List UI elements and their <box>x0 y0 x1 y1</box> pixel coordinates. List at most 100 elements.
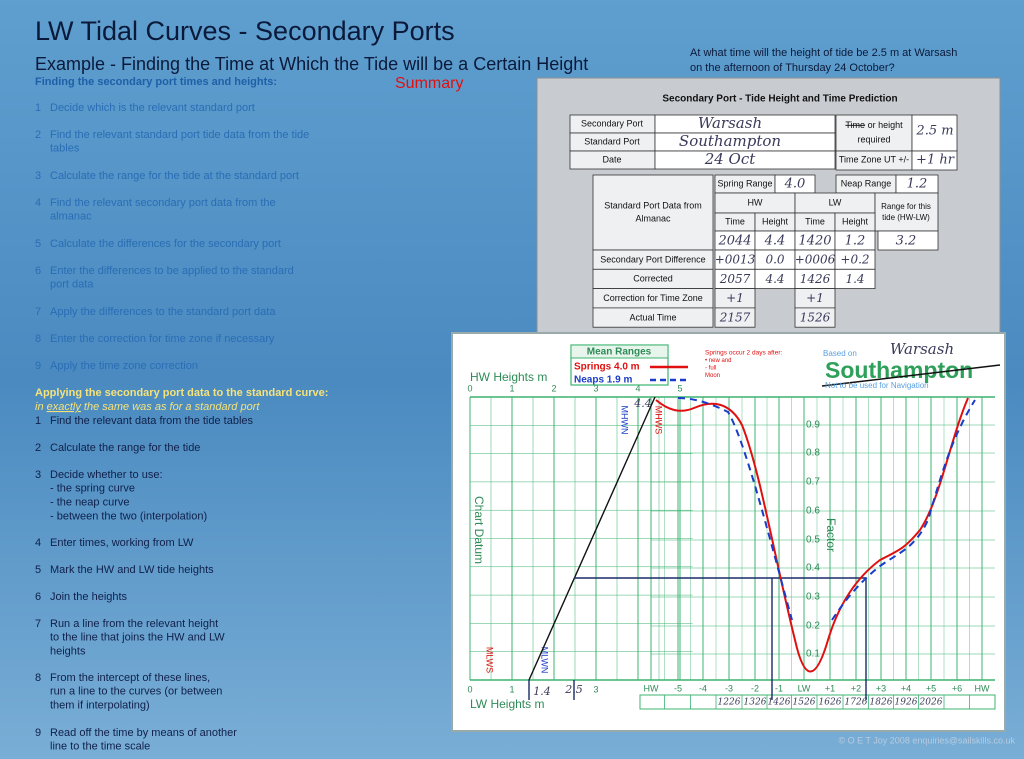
question: At what time will the height of tide be … <box>690 47 957 59</box>
springs-note: Springs occur 2 days after: <box>705 350 783 357</box>
hour-label: +4 <box>901 683 911 693</box>
tick-label: 0 <box>467 684 472 694</box>
steps-heading: Finding the secondary port times and hei… <box>35 76 277 88</box>
curve-steps-heading: Applying the secondary port data to the … <box>35 387 328 399</box>
form-label: Spring Range <box>717 178 772 188</box>
handwritten-mark: 4.4 <box>633 397 652 410</box>
step-number: 1 <box>35 415 41 427</box>
factor-label: 0.7 <box>806 477 820 488</box>
note-emphasis: exactly <box>47 401 83 413</box>
form-label: Corrected <box>633 274 673 284</box>
step-text: line to the time scale <box>50 741 150 753</box>
hour-label: -2 <box>751 683 759 693</box>
handwritten-value: 2044 <box>717 234 751 249</box>
handwritten-value: +1 <box>806 291 824 305</box>
form-label: Almanac <box>635 213 671 223</box>
hour-label: HW <box>975 683 990 693</box>
level-label: MHWN <box>620 406 630 435</box>
step-number: 1 <box>35 102 41 114</box>
handwritten-value: +1 hr <box>916 153 955 168</box>
form-label: Time <box>725 216 745 226</box>
form-cell <box>592 174 714 251</box>
tick-label: 5 <box>677 383 682 393</box>
form-label: Correction for Time Zone <box>603 293 703 303</box>
handwritten-value: +0013 <box>715 253 756 267</box>
hour-label: -5 <box>674 683 682 693</box>
step-text: Calculate the range for the tide at the … <box>50 170 299 182</box>
step-number: 9 <box>35 727 41 739</box>
warning: Not to be used for Navigation <box>825 381 929 390</box>
level-label: MLWN <box>540 647 550 674</box>
step-text: Apply the time zone correction <box>50 360 198 372</box>
form-title: Secondary Port - Tide Height and Time Pr… <box>662 94 897 105</box>
step-text: From the intercept of these lines, <box>50 672 210 684</box>
summary: Summary <box>395 75 463 92</box>
factor-label: 0.8 <box>806 448 820 459</box>
axis-label: Chart Datum <box>472 496 486 564</box>
title: LW Tidal Curves - Secondary Ports <box>35 16 455 46</box>
handwritten-value: +1 <box>726 291 744 305</box>
step-text: - between the two (interpolation) <box>50 510 207 522</box>
time-label: 1626 <box>819 698 842 708</box>
springs-note: • new and <box>705 358 731 364</box>
step-number: 2 <box>35 442 41 454</box>
form-cell <box>592 307 714 328</box>
handwritten-value: 1426 <box>800 272 831 286</box>
factor-label: 0.1 <box>806 649 820 660</box>
hour-label: LW <box>798 683 811 693</box>
handwritten-value: 2057 <box>719 272 751 286</box>
form-label: required <box>857 134 890 144</box>
factor-label: 0.4 <box>806 563 820 574</box>
question: on the afternoon of Thursday 24 October? <box>690 62 895 74</box>
handwritten-value: 4.4 <box>764 234 786 249</box>
step-number: 2 <box>35 129 41 141</box>
form-cell <box>654 150 836 170</box>
time-label: 1226 <box>718 698 741 708</box>
step-number: 8 <box>35 333 41 345</box>
step-text: to the line that joins the HW and LW <box>50 632 225 644</box>
axis-label: HW Heights m <box>470 370 547 384</box>
form-label: Height <box>762 216 789 226</box>
time-label: 1726 <box>845 698 868 708</box>
step-text: tables <box>50 142 80 154</box>
step-text: Read off the time by means of another <box>50 727 237 739</box>
tick-label: 3 <box>593 383 598 393</box>
form-label: Date <box>602 154 621 164</box>
form-label: LW <box>829 197 842 207</box>
step-text: Calculate the differences for the second… <box>50 238 281 250</box>
form-label: Time <box>805 216 825 226</box>
subtitle: Example - Finding the Time at Which the … <box>35 54 588 74</box>
note-text: in <box>35 401 47 413</box>
strike-line <box>821 364 1001 387</box>
form-cell <box>911 114 958 152</box>
step-number: 3 <box>35 469 41 481</box>
axis-label: Factor <box>824 518 838 552</box>
hour-label: -4 <box>699 683 707 693</box>
handwritten-mark: 1.4 <box>533 685 551 698</box>
hour-label: +5 <box>926 683 936 693</box>
springs-note: - full <box>705 366 716 372</box>
handwritten-value: +0.2 <box>840 253 869 267</box>
time-label: 1426 <box>768 698 791 708</box>
handwritten-value: Warsash <box>698 114 762 132</box>
form-cell <box>911 150 958 171</box>
curve-note: in exactly the same was as for a standar… <box>35 401 260 413</box>
step-text: Enter times, working from LW <box>50 537 194 549</box>
step-text: heights <box>50 646 86 658</box>
time-label: 1826 <box>870 698 893 708</box>
step-text: run a line to the curves (or between <box>50 686 222 698</box>
handwritten-value: +0006 <box>795 253 836 267</box>
time-label: 1926 <box>895 698 918 708</box>
legend-title-bg <box>570 344 669 359</box>
step-text: Join the heights <box>50 591 128 603</box>
tick-label: 3 <box>593 684 598 694</box>
hour-label: -3 <box>725 683 733 693</box>
form-cell <box>794 307 836 328</box>
form-label: Neap Range <box>841 178 892 188</box>
form-label: Height <box>842 216 869 226</box>
factor-label: 0.3 <box>806 592 820 603</box>
step-number: 7 <box>35 618 41 630</box>
step-number: 3 <box>35 170 41 182</box>
handwritten-value: 24 Oct <box>704 150 757 168</box>
neap-curve <box>677 397 976 621</box>
